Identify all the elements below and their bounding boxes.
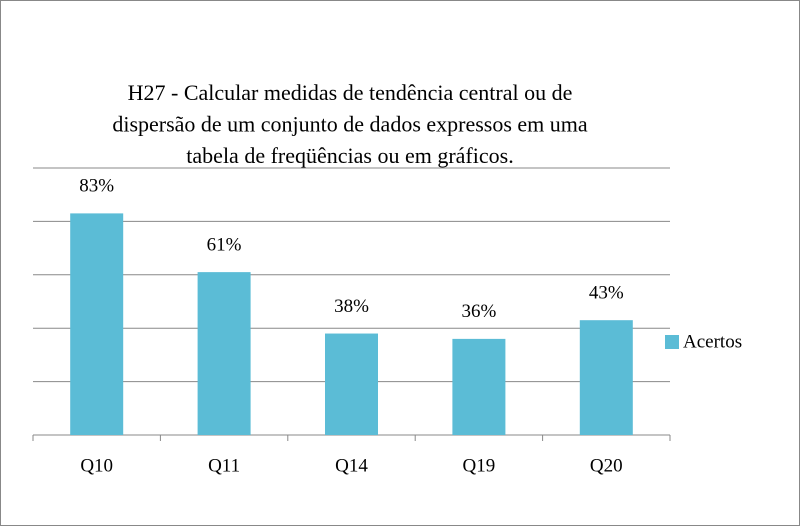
- bar: [325, 333, 378, 435]
- bar: [70, 213, 124, 435]
- data-label: 43%: [589, 283, 624, 304]
- data-label: 36%: [461, 301, 496, 322]
- data-label: 83%: [79, 176, 114, 197]
- chart-title: tabela de freqüências ou em gráficos.: [186, 143, 513, 168]
- legend-label: Acertos: [683, 331, 742, 352]
- x-tick-label: Q10: [80, 455, 113, 476]
- bar: [452, 338, 506, 435]
- x-tick-label: Q11: [208, 455, 240, 476]
- x-tick-label: Q14: [335, 455, 368, 476]
- x-tick-label: Q20: [590, 455, 623, 476]
- bar: [197, 272, 251, 435]
- data-label: 61%: [207, 234, 242, 255]
- chart-title: H27 - Calcular medidas de tendência cent…: [128, 80, 573, 105]
- x-tick-label: Q19: [463, 455, 496, 476]
- legend-swatch: [665, 335, 679, 349]
- data-label: 38%: [334, 296, 369, 317]
- bar: [579, 320, 633, 435]
- chart-title: dispersão de um conjunto de dados expres…: [112, 112, 588, 137]
